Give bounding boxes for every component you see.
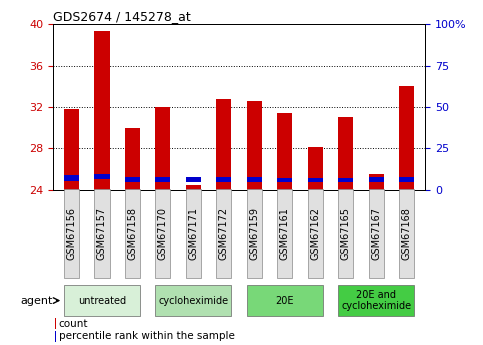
Bar xyxy=(125,189,140,278)
Bar xyxy=(277,178,292,182)
Bar xyxy=(155,177,170,182)
Bar xyxy=(338,178,354,182)
Bar xyxy=(399,189,414,278)
Text: GSM67167: GSM67167 xyxy=(371,207,381,260)
Text: GSM67157: GSM67157 xyxy=(97,207,107,260)
Bar xyxy=(55,318,56,329)
Text: 20E and
cycloheximide: 20E and cycloheximide xyxy=(341,290,412,312)
Text: GSM67165: GSM67165 xyxy=(341,207,351,260)
Text: GSM67170: GSM67170 xyxy=(158,207,168,260)
Text: GSM67159: GSM67159 xyxy=(249,207,259,260)
Text: GSM67171: GSM67171 xyxy=(188,207,199,260)
Text: agent: agent xyxy=(21,296,53,306)
Bar xyxy=(155,189,170,278)
Text: GSM67172: GSM67172 xyxy=(219,207,229,260)
Bar xyxy=(216,99,231,190)
Bar xyxy=(308,147,323,190)
Bar xyxy=(155,285,231,316)
Bar xyxy=(247,101,262,190)
Bar xyxy=(308,178,323,182)
Bar xyxy=(247,189,262,278)
Bar xyxy=(64,175,79,181)
Text: untreated: untreated xyxy=(78,296,126,306)
Bar xyxy=(94,174,110,179)
Bar xyxy=(338,285,414,316)
Text: GSM67161: GSM67161 xyxy=(280,207,290,260)
Text: percentile rank within the sample: percentile rank within the sample xyxy=(59,331,235,341)
Bar xyxy=(247,285,323,316)
Bar xyxy=(369,174,384,190)
Bar xyxy=(55,331,56,342)
Bar xyxy=(125,128,140,190)
Bar xyxy=(64,189,79,278)
Bar xyxy=(125,177,140,182)
Text: GSM67156: GSM67156 xyxy=(67,207,76,260)
Bar xyxy=(186,177,201,182)
Bar xyxy=(216,177,231,182)
Bar xyxy=(369,189,384,278)
Text: 20E: 20E xyxy=(276,296,294,306)
Bar xyxy=(94,189,110,278)
Bar xyxy=(186,185,201,190)
Bar xyxy=(155,107,170,190)
Text: GSM67158: GSM67158 xyxy=(128,207,137,260)
Text: count: count xyxy=(59,318,88,328)
Bar xyxy=(64,285,140,316)
Bar xyxy=(216,189,231,278)
Text: GSM67168: GSM67168 xyxy=(402,207,412,260)
Bar xyxy=(338,117,354,190)
Bar xyxy=(277,189,292,278)
Bar xyxy=(399,177,414,182)
Bar xyxy=(247,177,262,182)
Text: GSM67162: GSM67162 xyxy=(310,207,320,260)
Bar xyxy=(399,86,414,190)
Bar xyxy=(338,189,354,278)
Bar xyxy=(94,31,110,190)
Bar xyxy=(369,177,384,182)
Text: cycloheximide: cycloheximide xyxy=(158,296,228,306)
Bar xyxy=(308,189,323,278)
Bar xyxy=(186,189,201,278)
Bar xyxy=(64,109,79,190)
Text: GDS2674 / 145278_at: GDS2674 / 145278_at xyxy=(53,10,191,23)
Bar xyxy=(277,113,292,190)
